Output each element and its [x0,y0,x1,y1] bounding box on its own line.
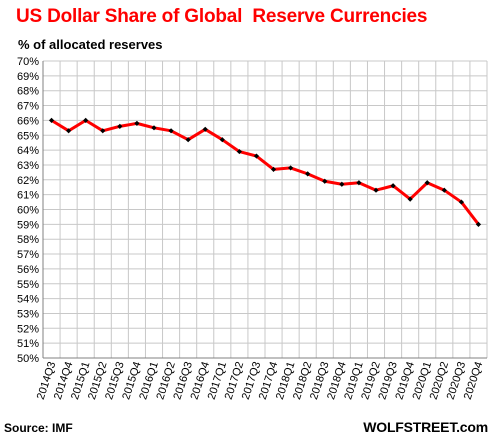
y-tick-label: 56% [17,264,39,276]
data-point [458,199,464,205]
y-tick-label: 66% [17,115,39,127]
y-tick-label: 61% [17,190,39,202]
data-point [390,183,396,189]
data-point [373,187,379,193]
data-point [253,153,260,159]
y-tick-label: 63% [17,160,39,172]
source-note: Source: IMF [4,421,73,435]
chart-subtitle: % of allocated reserves [18,37,163,52]
data-point [441,187,447,193]
data-point [117,123,123,129]
y-tick-label: 55% [17,279,39,291]
y-tick-label: 50% [17,353,39,365]
y-tick-label: 52% [17,323,39,335]
data-point [151,125,157,131]
series-line [50,118,480,226]
y-tick-label: 70% [17,56,39,68]
y-tick-label: 60% [17,205,39,217]
y-tick-label: 58% [17,234,39,246]
data-point [322,178,328,184]
y-tick-label: 53% [17,308,39,320]
data-point [219,137,225,143]
data-point [270,166,277,173]
data-point [168,128,174,134]
data-point [66,128,72,134]
data-point [236,148,242,155]
data-point [356,180,362,186]
data-point [305,171,311,177]
y-tick-label: 68% [17,86,39,98]
y-tick-label: 64% [17,145,39,157]
data-point [83,117,89,123]
data-point [48,117,55,123]
data-point [288,165,294,171]
y-tick-label: 65% [17,130,39,142]
y-tick-label: 67% [17,101,39,113]
data-point [202,126,208,132]
y-tick-label: 59% [17,219,39,231]
y-tick-label: 57% [17,249,39,261]
y-tick-label: 69% [17,71,39,83]
chart-title: US Dollar Share of Global Reserve Curren… [16,6,428,27]
y-tick-label: 51% [17,338,39,350]
data-point [424,180,430,186]
y-tick-label: 62% [17,175,39,187]
data-point [134,120,140,126]
data-point [339,181,345,187]
data-point [407,196,413,202]
brand-logo-text: WOLFSTREET.com [363,419,488,435]
data-point [475,221,482,227]
y-tick-label: 54% [17,294,39,306]
data-point [100,128,106,134]
data-point [185,137,191,143]
